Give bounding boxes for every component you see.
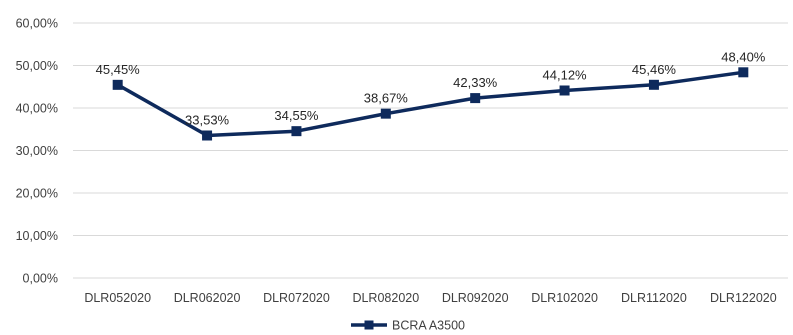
x-tick-label: DLR112020 [621, 291, 687, 305]
data-point [291, 126, 302, 137]
data-label: 34,55% [274, 108, 319, 123]
x-tick-label: DLR102020 [531, 291, 598, 305]
data-label: 45,45% [96, 62, 141, 77]
x-tick-label: DLR122020 [710, 291, 777, 305]
y-tick-label: 10,00% [16, 229, 58, 243]
data-point [112, 79, 123, 90]
y-tick-label: 30,00% [16, 144, 58, 158]
x-axis-ticks: DLR052020 DLR062020 DLR072020 DLR082020 DLR0… [84, 291, 776, 305]
y-axis-ticks: 0,00% 10,00% 20,00% 30,00% 40,00% 50,00% 60,00… [16, 17, 58, 286]
data-point [648, 79, 659, 90]
data-point [202, 130, 213, 141]
data-point [559, 85, 570, 96]
data-label: 42,33% [453, 75, 498, 90]
data-label: 44,12% [543, 67, 588, 82]
data-point [470, 93, 481, 104]
x-tick-label: DLR082020 [352, 291, 419, 305]
data-label: 45,46% [632, 62, 677, 77]
series-line [116, 70, 744, 138]
x-tick-label: DLR052020 [84, 291, 151, 305]
legend: BCRA A3500 [351, 319, 465, 333]
data-point [380, 108, 391, 119]
y-tick-label: 60,00% [16, 17, 58, 31]
y-tick-label: 50,00% [16, 59, 58, 73]
x-tick-label: DLR072020 [263, 291, 330, 305]
series-layer: 45,45% 33,53% 34,55% 38,67% 42,33% 44,12% 45,4… [96, 49, 766, 141]
data-point [738, 67, 749, 78]
grid-lines [73, 22, 788, 279]
data-label: 48,40% [721, 49, 766, 64]
x-tick-label: DLR092020 [442, 291, 509, 305]
y-tick-label: 20,00% [16, 187, 58, 201]
x-tick-label: DLR062020 [174, 291, 241, 305]
data-label: 38,67% [364, 91, 409, 106]
data-label: 33,53% [185, 112, 230, 127]
legend-label: BCRA A3500 [392, 319, 465, 333]
y-tick-label: 40,00% [16, 102, 58, 116]
y-tick-label: 0,00% [23, 272, 58, 286]
legend-marker [364, 320, 374, 330]
